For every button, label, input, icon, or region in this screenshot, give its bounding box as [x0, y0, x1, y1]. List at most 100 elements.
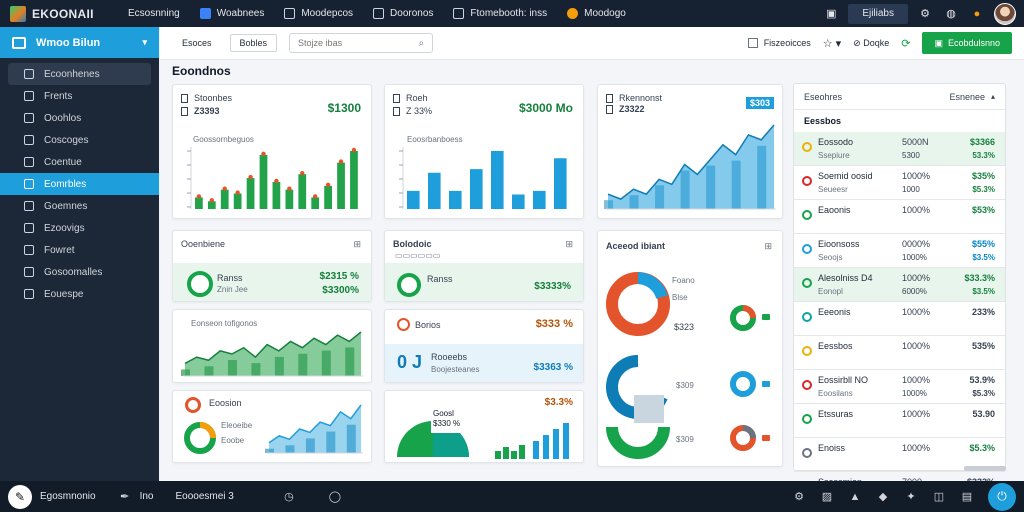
expand-icon[interactable]: ⊞ — [764, 241, 772, 251]
right-panel-filter[interactable]: Esnenee — [949, 91, 985, 102]
sidebar-item-8[interactable]: Ezoovigs — [8, 217, 151, 239]
bar — [511, 451, 517, 459]
item-value-2: 1000 — [902, 185, 920, 194]
settings-icon[interactable]: ⚙ — [920, 8, 930, 20]
mini-donut-1 — [730, 305, 756, 331]
stat-card-9[interactable]: Eoosion Eleoeibe Eoobe — [172, 390, 372, 463]
filter-checkbox[interactable]: Fiszeoicces — [747, 38, 811, 49]
list-item[interactable]: Alesolniss D4 Eonopl 1000% 6000% $33.3% $3.5% — [794, 268, 1005, 302]
status-dot-icon — [802, 448, 812, 458]
sidebar-item-10[interactable]: Gosoomalles — [8, 261, 151, 283]
topnav-item-2[interactable]: Woabnees — [190, 0, 275, 27]
filter-icon: ⊘ — [853, 37, 864, 48]
list-item[interactable]: Eessbos 1000% 535% — [794, 336, 1005, 370]
stat-card-5[interactable]: Bolodoic ⊞ ▭▭▭▭▭▭ Ranss $3333% — [384, 230, 584, 302]
stat-card-4[interactable]: Ooenbiene ⊞ Ranss Znin Jee $2315 % $3300… — [172, 230, 372, 302]
notification-icon[interactable]: ● — [973, 7, 981, 20]
card-value: $1300 — [327, 101, 361, 115]
header-button-1[interactable]: Esoces — [172, 34, 222, 52]
stat-card-8[interactable]: Borios $333 % 0 J Rooeebs Boojesteanes $… — [384, 309, 584, 383]
bookmark-icon — [453, 8, 465, 19]
stat-card-7[interactable]: Eonseon tofigonos — [172, 309, 372, 383]
sidebar-item-3[interactable]: Ooohlos — [8, 107, 151, 129]
sidebar-item-2[interactable]: Frents — [8, 85, 151, 107]
status-dot-icon — [802, 176, 812, 186]
card-sub-text: Z3393 — [194, 106, 220, 116]
chat-bubble-icon[interactable]: ◯ — [328, 491, 342, 503]
bottom-item-2[interactable]: Ino — [139, 491, 154, 502]
topnav-item-6[interactable]: Moodogo — [557, 0, 636, 27]
bar-marker — [261, 151, 266, 157]
topnav-item-3[interactable]: Moodepcos — [274, 0, 363, 27]
globe-icon[interactable]: ◍ — [946, 8, 956, 20]
list-item[interactable]: Eaoonis 1000% $53% — [794, 200, 1005, 234]
top-action-button[interactable]: Ejiliabs — [848, 3, 908, 24]
expand-icon[interactable]: ⊞ — [565, 239, 573, 249]
sidebar-item-5[interactable]: Coentue — [8, 151, 151, 173]
doc-icon — [393, 107, 400, 117]
stat-card-2[interactable]: Roeh Z 33% $3000 Mo Eoosrbanboess — [384, 84, 584, 219]
topnav-item-4[interactable]: Dooronos — [363, 0, 443, 27]
donut-overlay — [634, 395, 664, 423]
star-icon[interactable]: ☆ ▾ — [822, 37, 842, 50]
sidebar-item-label: Fowret — [44, 244, 75, 256]
filter-dropdown[interactable]: ⊘ Doqke — [853, 38, 889, 49]
list-item[interactable]: Eossirbll NO Eoosilans 1000% 1000% 53.9% $5.3… — [794, 370, 1005, 404]
compose-icon[interactable]: ✎ — [8, 484, 32, 509]
bottom-item-3[interactable]: Eoooesmei 3 — [175, 491, 234, 502]
header-button-2[interactable]: Bobles — [229, 34, 278, 52]
card-title: Goosl — [433, 409, 454, 418]
alert-icon[interactable]: ▲ — [849, 490, 861, 503]
list-item[interactable]: Etssuras 1000% 53.90 — [794, 404, 1005, 438]
panel-icon[interactable]: ◫ — [933, 491, 945, 503]
list-item[interactable]: Eeeonis 1000% 233% — [794, 302, 1005, 336]
image-icon[interactable]: ▨ — [821, 491, 833, 503]
refresh-icon[interactable]: ⟳ — [901, 37, 911, 50]
clock-icon[interactable]: ◷ — [284, 491, 294, 503]
sidebar-item-4[interactable]: Coscoges — [8, 129, 151, 151]
sidebar-item-7[interactable]: Goemnes — [8, 195, 151, 217]
card-sub: $330 % — [433, 419, 461, 428]
sidebar-item-label: Ezoovigs — [44, 222, 85, 234]
search-input[interactable] — [298, 38, 409, 48]
checkbox-icon[interactable] — [747, 38, 758, 49]
sidebar-item-9[interactable]: Fowret — [8, 239, 151, 261]
pen-icon[interactable]: ✒ — [119, 491, 130, 503]
search-box[interactable]: ⌕ — [289, 33, 434, 53]
stat-card-1[interactable]: Stoonbes Z3393 $1300 Goossornbeguos — [172, 84, 372, 219]
stat-card-10[interactable]: Goosl $330 % $3.3% — [384, 390, 584, 463]
help-fab-button[interactable]: ⏻ — [988, 482, 1016, 511]
series-line — [184, 331, 362, 365]
sidebar-header[interactable]: Wmoo Bilun ▾ — [0, 27, 159, 58]
bookmark-toggle-icon[interactable]: ▣ — [826, 8, 837, 20]
donut-card[interactable]: Aceeod ibiant ⊞ Foano Blse $323 $309 $30… — [597, 230, 783, 467]
search-icon[interactable]: ⌕ — [418, 37, 425, 49]
list-item[interactable]: Eioonsoss Seoojs 0000% 1000% $55% $3.5% — [794, 234, 1005, 268]
ring-segment — [199, 422, 216, 439]
topnav-item-5[interactable]: Ftomebooth: inss — [443, 0, 557, 27]
scrollbar[interactable] — [964, 466, 1006, 471]
app-logo[interactable]: EKOONAII — [0, 5, 118, 22]
topnav-item-1[interactable]: Ecsosnning — [118, 0, 190, 27]
sidebar-item-6[interactable]: Eomrbles — [0, 173, 159, 195]
item-name: Eossodo — [818, 137, 854, 147]
bottom-label[interactable]: Egosmnonio — [40, 491, 96, 502]
sidebar-item-1[interactable]: Ecoonhenes — [8, 63, 151, 85]
doc-icon — [606, 94, 613, 104]
card-sub: Z3322 — [606, 104, 645, 115]
avatar[interactable] — [994, 2, 1016, 25]
brush-icon[interactable]: ✦ — [906, 491, 916, 503]
chevron-up-icon[interactable]: ▴ — [990, 92, 995, 101]
layout-icon[interactable]: ▤ — [961, 491, 973, 503]
list-item[interactable]: Eossodo Ssepiure 5000N 5300 $3366 53.3% — [794, 132, 1005, 166]
sidebar-item-11[interactable]: Eouespe — [8, 283, 151, 305]
comment-icon[interactable]: ◆ — [878, 491, 888, 503]
expand-icon[interactable]: ⊞ — [353, 239, 361, 249]
grid-icon — [199, 8, 211, 19]
primary-button[interactable]: ▣ Ecobdulsnno — [922, 32, 1012, 54]
stat-card-3[interactable]: Rkennonst Z3322 $303 — [597, 84, 783, 219]
list-item[interactable]: Enoiss 1000% $5.3% — [794, 438, 1005, 472]
card-sub: Z3393 — [181, 106, 220, 117]
gear-icon[interactable]: ⚙ — [794, 491, 804, 503]
list-item[interactable]: Soemid oosid Seueesr 1000% 1000 $35% $5.3% — [794, 166, 1005, 200]
